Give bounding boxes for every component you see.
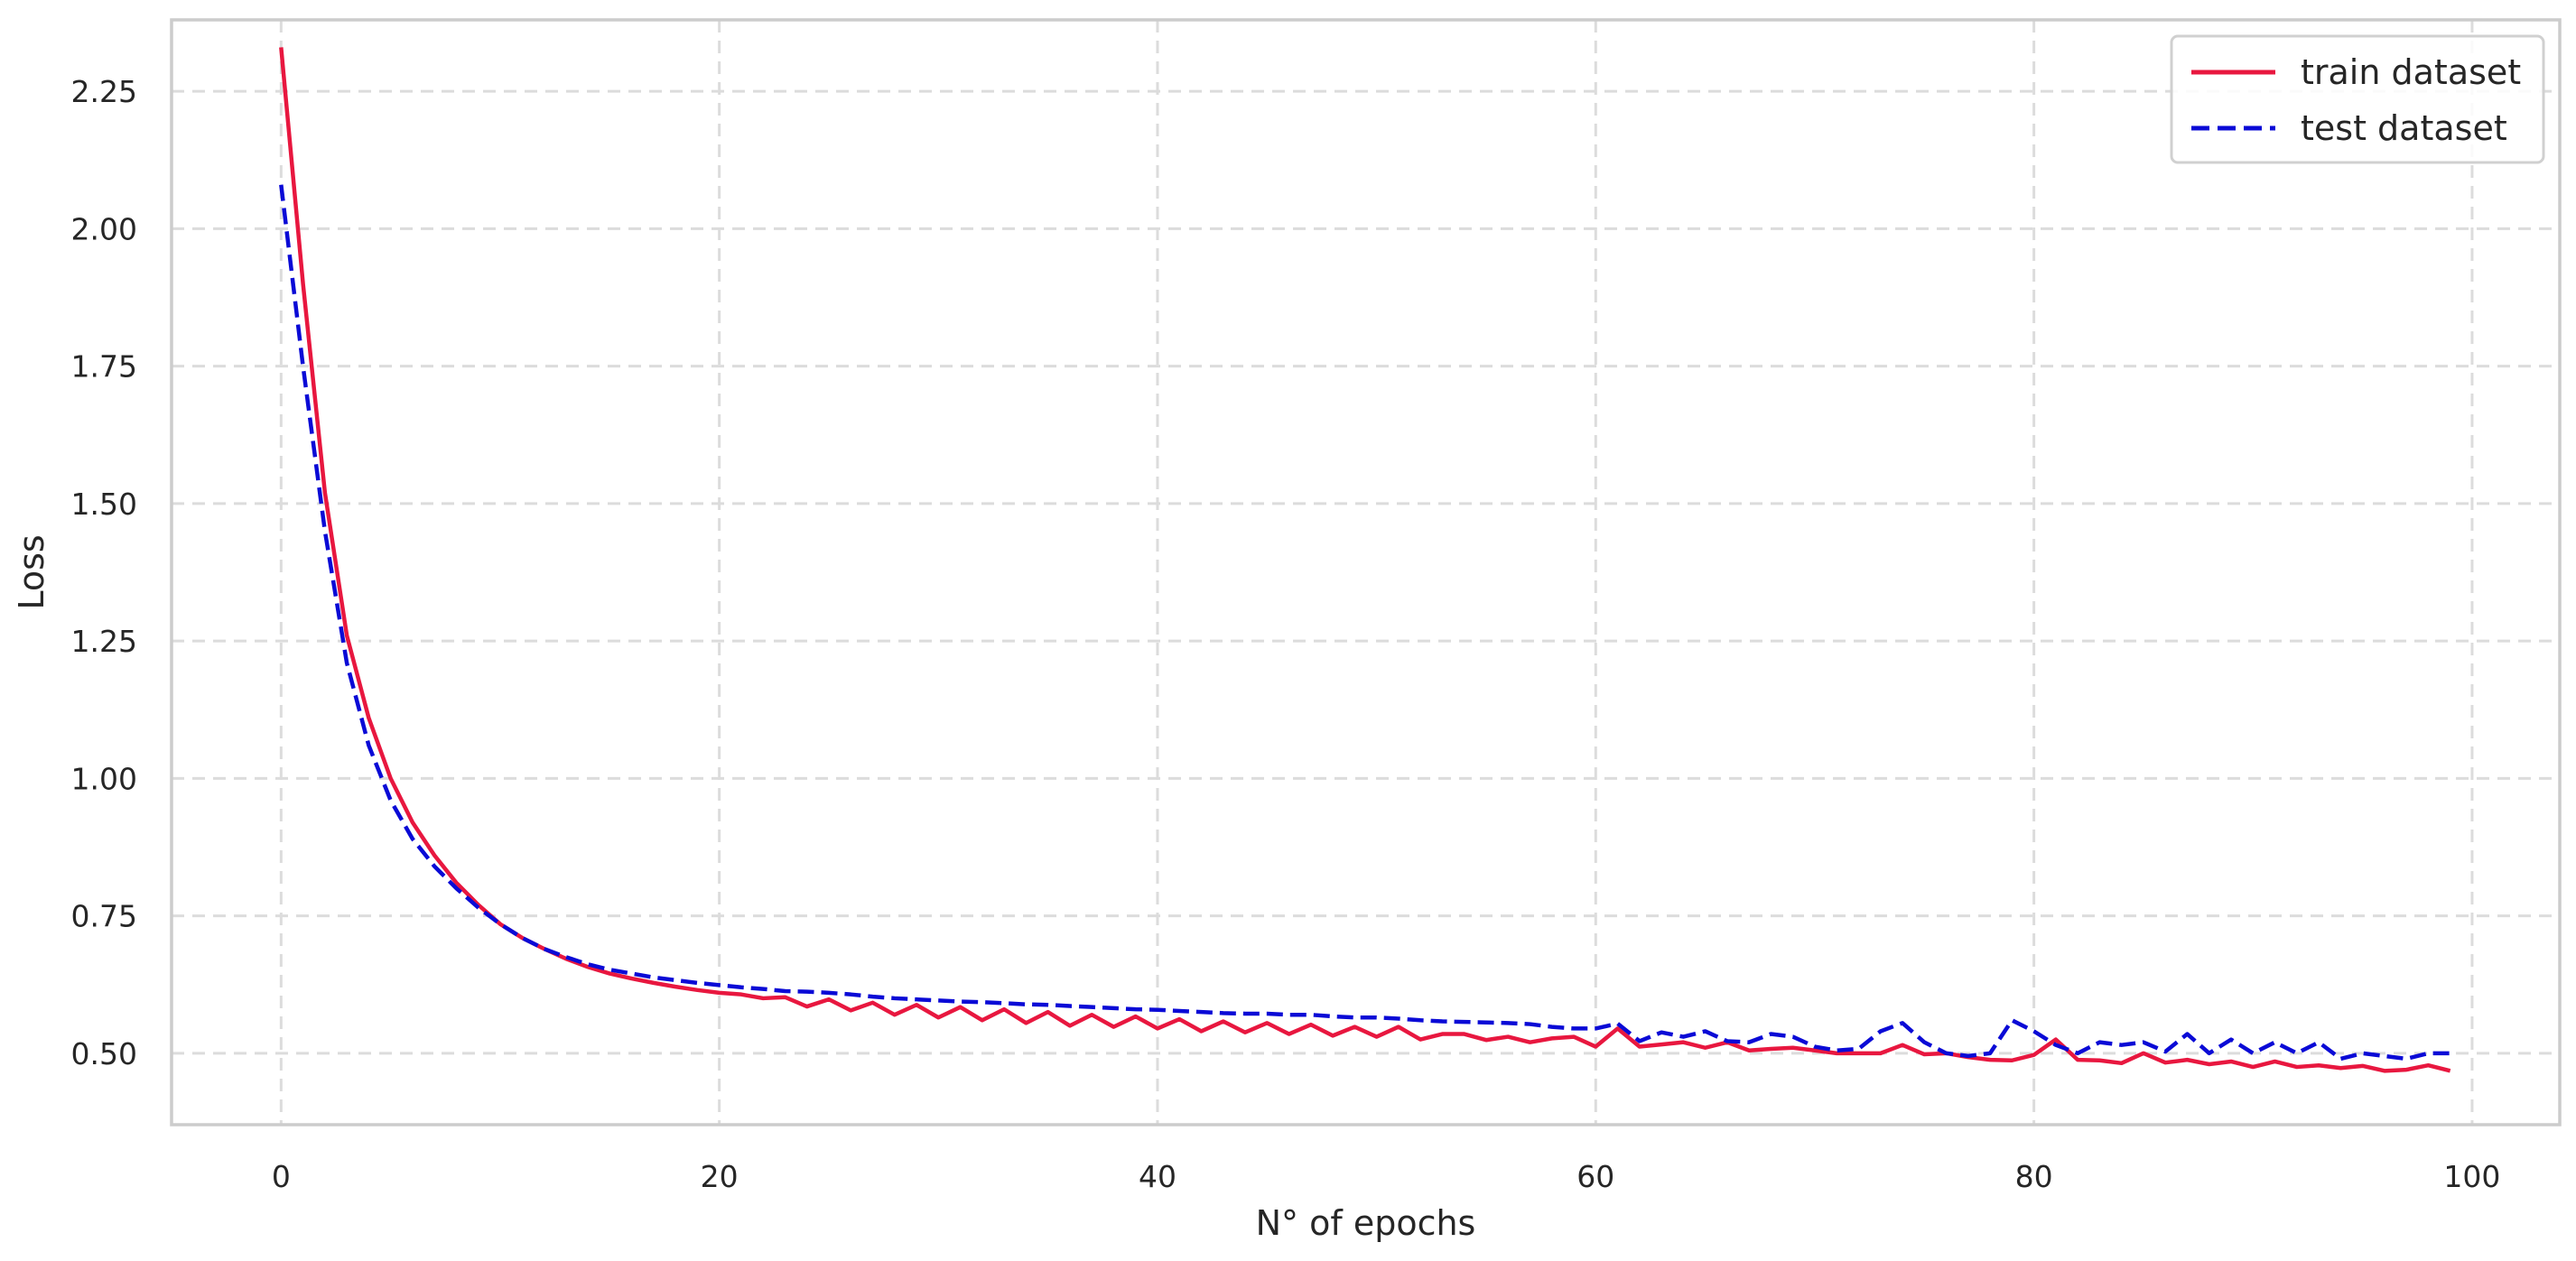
plot-frame [170,18,2562,1127]
y-axis-ticks: 0.50 0.75 1.00 1.25 1.50 1.75 2.00 2.25 [71,74,137,1071]
legend-label-test: test dataset [2301,108,2507,148]
y-tick-label: 0.75 [71,899,137,934]
legend: train dataset test dataset [2170,34,2545,164]
x-tick-label: 60 [1576,1159,1614,1194]
y-axis-label: Loss [12,534,51,609]
x-tick-label: 40 [1139,1159,1176,1194]
x-tick-label: 100 [2443,1159,2500,1194]
y-tick-label: 2.00 [71,211,137,246]
y-tick-label: 1.75 [71,349,137,385]
x-tick-label: 0 [272,1159,291,1194]
y-tick-label: 2.25 [71,74,137,109]
x-axis-label: N° of epochs [1256,1203,1476,1243]
y-tick-label: 1.00 [71,761,137,796]
series-lines [279,47,2451,1073]
y-tick-label: 0.50 [71,1036,137,1071]
grid-lines [172,20,2560,1125]
x-tick-label: 20 [701,1159,739,1194]
legend-label-train: train dataset [2301,52,2521,92]
y-tick-label: 1.25 [71,624,137,659]
series-line-train [279,47,2451,1073]
series-line-test [279,184,2450,1062]
legend-box [2170,34,2545,164]
y-tick-label: 1.50 [71,487,137,522]
x-axis-ticks: 0 20 40 60 80 100 [272,1159,2501,1194]
x-tick-label: 80 [2015,1159,2053,1194]
